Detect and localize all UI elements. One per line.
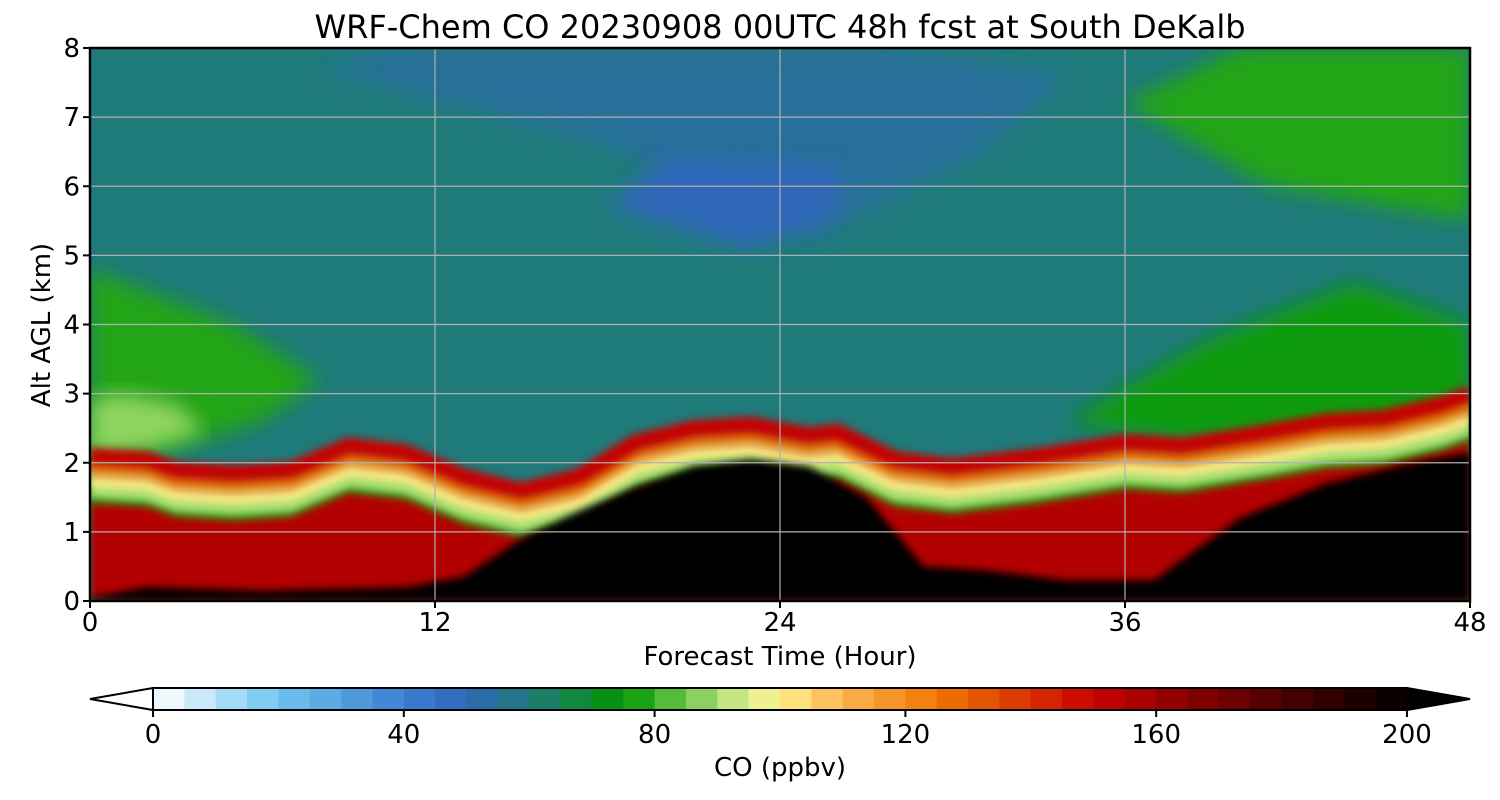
chart-title: WRF-Chem CO 20230908 00UTC 48h fcst at S… (314, 8, 1245, 46)
colorbar-step (153, 688, 185, 710)
co-region-2 (1125, 48, 1470, 221)
colorbar-step (654, 688, 687, 710)
x-axis: 0 12 24 36 48 (82, 601, 1487, 638)
co-region-0 (320, 48, 1068, 242)
colorbar-step (309, 688, 342, 710)
colorbar-tick-label: 40 (387, 720, 420, 750)
x-tick-label: 12 (418, 608, 451, 638)
colorbar-step (1250, 688, 1283, 710)
colorbar-step (905, 688, 938, 710)
colorbar-step (435, 688, 468, 710)
colorbar-step (529, 688, 562, 710)
colorbar-step (936, 688, 969, 710)
colorbar-step (1312, 688, 1345, 710)
colorbar-high-extend (1406, 686, 1471, 712)
colorbar-step (874, 688, 906, 710)
colorbar-step (1218, 688, 1251, 710)
colorbar-tick-label: 80 (638, 720, 671, 750)
y-axis: 0 1 2 3 4 5 6 7 8 (63, 34, 90, 617)
colorbar-step (403, 688, 436, 710)
colorbar-tick-label: 120 (881, 720, 931, 750)
colorbar-step (685, 688, 718, 710)
co-band-4 (90, 397, 1470, 507)
colorbar-step (623, 688, 656, 710)
colorbar-label: CO (ppbv) (714, 753, 846, 783)
y-tick-label: 3 (63, 380, 80, 410)
co-region-5 (90, 393, 205, 456)
y-tick-label: 5 (63, 241, 80, 271)
colorbar-step (748, 688, 781, 710)
x-axis-label: Forecast Time (Hour) (643, 642, 916, 672)
colorbar-step (466, 688, 499, 710)
colorbar-step (1281, 688, 1314, 710)
colorbar-step (842, 688, 875, 710)
colorbar-low-extend (89, 686, 154, 712)
y-tick-label: 4 (63, 311, 80, 341)
x-tick-label: 24 (763, 608, 796, 638)
y-tick-label: 7 (63, 103, 80, 133)
colorbar-step (1062, 688, 1095, 710)
colorbar-tick-label: 200 (1382, 720, 1432, 750)
colorbar-step (717, 688, 750, 710)
colorbar-step (591, 688, 624, 710)
colorbar-step (497, 688, 530, 710)
colorbar-step (1093, 688, 1126, 710)
colorbar-step (372, 688, 405, 710)
x-tick-label: 36 (1108, 608, 1141, 638)
co-region-3 (1067, 283, 1470, 443)
colorbar-steps (153, 688, 1408, 710)
colorbar-step (968, 688, 1001, 710)
y-tick-label: 0 (63, 587, 80, 617)
colorbar-tick-label: 0 (145, 720, 162, 750)
colorbar-tick-label: 160 (1131, 720, 1181, 750)
colorbar-step (1124, 688, 1157, 710)
y-tick-label: 8 (63, 34, 80, 64)
co-band-1 (90, 418, 1470, 533)
x-tick-label: 48 (1453, 608, 1486, 638)
x-tick-label: 0 (82, 608, 99, 638)
colorbar-step (560, 688, 593, 710)
colorbar-step (247, 688, 279, 710)
y-tick-label: 2 (63, 449, 80, 479)
y-axis-label: Alt AGL (km) (27, 243, 57, 407)
co-band-3 (90, 406, 1470, 513)
colorbar-step (1156, 688, 1189, 710)
co-band-5 (90, 386, 1470, 499)
co-band-2 (90, 412, 1470, 522)
colorbar-step (811, 688, 844, 710)
colorbar-step (1187, 688, 1220, 710)
colorbar-step (780, 688, 812, 710)
colorbar-step (1030, 688, 1063, 710)
colorbar-step (215, 688, 248, 710)
colorbar-ticks: 0 40 80 120 160 200 (145, 710, 1432, 750)
colorbar-step (341, 688, 374, 710)
colorbar-step (184, 688, 217, 710)
y-tick-label: 1 (63, 518, 80, 548)
colorbar-step (1344, 688, 1377, 710)
colorbar-frame (152, 687, 1408, 711)
plot-area (88, 46, 1472, 603)
colorbar: 0 40 80 120 160 200 (89, 686, 1471, 750)
y-tick-label: 6 (63, 172, 80, 202)
colorbar-step (278, 688, 311, 710)
colorbar-step (1375, 688, 1408, 710)
colorbar-step (999, 688, 1032, 710)
